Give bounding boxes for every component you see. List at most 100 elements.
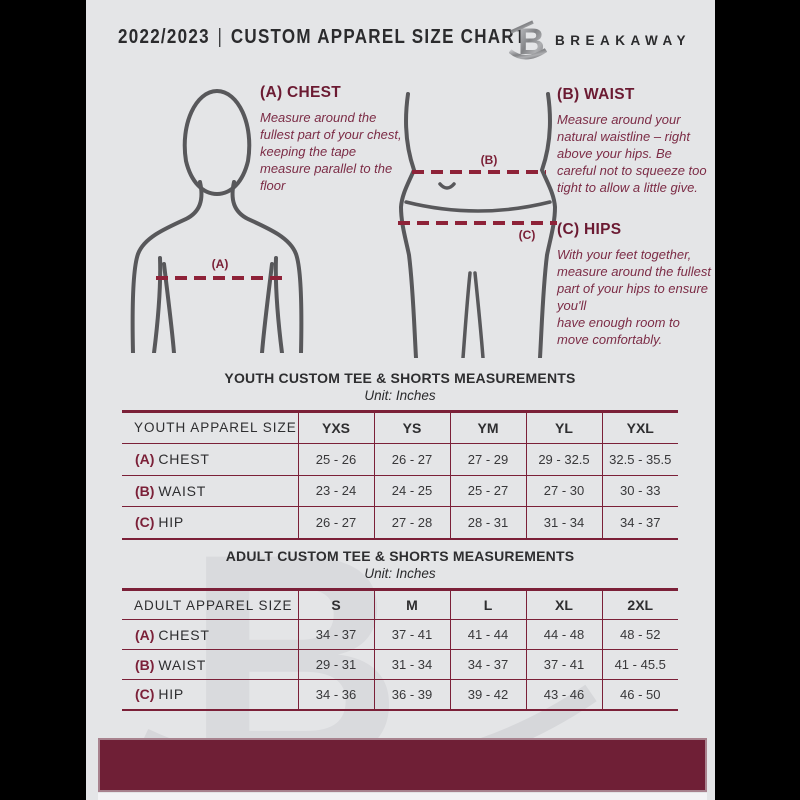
leg-inner-right bbox=[473, 271, 485, 358]
page-bottom-edge bbox=[98, 793, 707, 800]
row-prefix: (B) bbox=[135, 656, 155, 673]
adult-size-col-l: L bbox=[449, 589, 526, 620]
youth-chest-yxl: 32.5 - 35.5 bbox=[601, 442, 678, 475]
page-title: 2022/2023 | CUSTOM APPAREL SIZE CHART bbox=[118, 26, 527, 49]
neck-shoulder-left bbox=[130, 180, 204, 353]
youth-size-col-yl: YL bbox=[525, 411, 602, 444]
adult-section-unit: Unit: Inches bbox=[364, 566, 436, 581]
torso-side-left bbox=[162, 262, 176, 353]
navel-mark bbox=[438, 182, 456, 190]
youth-waist-yl: 27 - 30 bbox=[525, 474, 602, 507]
page-title-year: 2022/2023 bbox=[118, 26, 210, 48]
arm-inner-right bbox=[273, 256, 284, 353]
youth-waist-ym: 25 - 27 bbox=[449, 474, 526, 507]
title-divider: | bbox=[217, 26, 224, 48]
brand-wordmark: BREAKAWAY bbox=[555, 33, 692, 48]
chest-text: Measure around the fullest part of your … bbox=[260, 110, 402, 193]
youth-hip-ys: 27 - 28 bbox=[373, 506, 450, 539]
youth-waist-row: (B) WAIST 23 - 24 24 - 25 25 - 27 27 - 3… bbox=[122, 474, 678, 507]
adult-size-table: ADULT APPAREL SIZE S M L XL 2XL (A) CHES… bbox=[122, 588, 678, 711]
row-prefix: (A) bbox=[135, 626, 155, 643]
adult-size-col-2xl: 2XL bbox=[601, 589, 678, 620]
adult-chest-xl: 44 - 48 bbox=[525, 619, 602, 650]
adult-waist-l: 34 - 37 bbox=[449, 649, 526, 680]
hips-text: With your feet together, measure around … bbox=[557, 247, 711, 347]
chest-heading: (A) CHEST bbox=[260, 84, 342, 101]
size-chart-page: B 2022/2023 | CUSTOM APPAREL SIZE CHART B … bbox=[86, 0, 715, 800]
adult-size-col-m: M bbox=[373, 589, 450, 620]
adult-waist-label-cell: (B) WAIST bbox=[122, 649, 298, 680]
row-prefix: (C) bbox=[135, 514, 155, 531]
chest-line-label: (A) bbox=[212, 257, 229, 271]
torso-contour-left bbox=[398, 92, 418, 358]
adult-chest-s: 34 - 37 bbox=[297, 619, 374, 650]
adult-hip-2xl: 46 - 50 bbox=[601, 679, 678, 710]
adult-waist-row: (B) WAIST 29 - 31 31 - 34 34 - 37 37 - 4… bbox=[122, 649, 678, 680]
adult-chest-row: (A) CHEST 34 - 37 37 - 41 41 - 44 44 - 4… bbox=[122, 619, 678, 650]
row-name: CHEST bbox=[158, 626, 210, 643]
row-prefix: (C) bbox=[135, 686, 155, 703]
adult-hip-s: 34 - 36 bbox=[297, 679, 374, 710]
youth-waist-yxs: 23 - 24 bbox=[297, 474, 374, 507]
youth-size-col-yxl: YXL bbox=[601, 411, 678, 444]
row-name: WAIST bbox=[158, 482, 207, 499]
youth-hip-ym: 28 - 31 bbox=[449, 506, 526, 539]
adult-size-col-s: S bbox=[297, 589, 374, 620]
waist-heading: (B) WAIST bbox=[557, 86, 635, 103]
youth-waist-yxl: 30 - 33 bbox=[601, 474, 678, 507]
breakaway-logo-icon: B bbox=[509, 20, 547, 62]
leg-inner-left bbox=[461, 271, 472, 358]
hips-instructions: (C) HIPS With your feet together, measur… bbox=[557, 221, 712, 348]
youth-section-unit: Unit: Inches bbox=[364, 388, 436, 403]
adult-size-col-xl: XL bbox=[525, 589, 602, 620]
adult-chest-m: 37 - 41 bbox=[373, 619, 450, 650]
waist-instructions: (B) WAIST Measure around your natural wa… bbox=[557, 86, 712, 196]
youth-chest-ys: 26 - 27 bbox=[373, 442, 450, 475]
adult-waist-xl: 37 - 41 bbox=[525, 649, 602, 680]
youth-hip-yxl: 34 - 37 bbox=[601, 506, 678, 539]
adult-waist-s: 29 - 31 bbox=[297, 649, 374, 680]
youth-size-col-ys: YS bbox=[373, 411, 450, 444]
waist-text: Measure around your natural waistline – … bbox=[557, 112, 707, 195]
footer-accent-bar bbox=[98, 738, 707, 792]
torso-contour-right bbox=[538, 92, 558, 358]
youth-size-table: YOUTH APPAREL SIZE YXS YS YM YL YXL (A) … bbox=[122, 410, 678, 540]
youth-chest-yxs: 25 - 26 bbox=[297, 442, 374, 475]
youth-section-title: YOUTH CUSTOM TEE & SHORTS MEASUREMENTS bbox=[224, 370, 576, 386]
youth-chest-yl: 29 - 32.5 bbox=[525, 442, 602, 475]
waist-line-label: (B) bbox=[481, 153, 498, 167]
youth-size-header-cell: YOUTH APPAREL SIZE bbox=[134, 420, 297, 436]
youth-chest-ym: 27 - 29 bbox=[449, 442, 526, 475]
page-title-text: CUSTOM APPAREL SIZE CHART bbox=[230, 26, 527, 48]
hips-line-label: (C) bbox=[519, 228, 536, 242]
torso-side-right bbox=[260, 262, 274, 353]
adult-hip-row: (C) HIP 34 - 36 36 - 39 39 - 42 43 - 46 … bbox=[122, 679, 678, 710]
row-name: HIP bbox=[158, 514, 185, 531]
youth-size-col-ym: YM bbox=[449, 411, 526, 444]
row-name: HIP bbox=[158, 686, 185, 703]
youth-hip-yl: 31 - 34 bbox=[525, 506, 602, 539]
youth-chest-label-cell: (A) CHEST bbox=[122, 442, 298, 475]
youth-waist-label-cell: (B) WAIST bbox=[122, 474, 298, 507]
row-name: WAIST bbox=[158, 656, 207, 673]
row-prefix: (B) bbox=[135, 482, 155, 499]
adult-hip-m: 36 - 39 bbox=[373, 679, 450, 710]
lower-body-diagram: (B) (C) bbox=[398, 92, 558, 358]
head-outline bbox=[182, 88, 252, 197]
hip-curve bbox=[404, 200, 552, 213]
adult-hip-label-cell: (C) HIP bbox=[122, 679, 298, 710]
row-name: CHEST bbox=[158, 451, 210, 468]
youth-hip-label-cell: (C) HIP bbox=[122, 506, 298, 539]
adult-hip-xl: 43 - 46 bbox=[525, 679, 602, 710]
adult-waist-m: 31 - 34 bbox=[373, 649, 450, 680]
youth-hip-yxs: 26 - 27 bbox=[297, 506, 374, 539]
youth-header-row: YOUTH APPAREL SIZE YXS YS YM YL YXL bbox=[122, 411, 678, 444]
chest-instructions: (A) CHEST Measure around the fullest par… bbox=[260, 84, 406, 194]
youth-hip-row: (C) HIP 26 - 27 27 - 28 28 - 31 31 - 34 … bbox=[122, 506, 678, 539]
adult-size-header-cell: ADULT APPAREL SIZE bbox=[134, 597, 293, 613]
adult-waist-2xl: 41 - 45.5 bbox=[601, 649, 678, 680]
hips-heading: (C) HIPS bbox=[557, 221, 622, 238]
youth-waist-ys: 24 - 25 bbox=[373, 474, 450, 507]
neck-shoulder-right bbox=[230, 180, 304, 353]
